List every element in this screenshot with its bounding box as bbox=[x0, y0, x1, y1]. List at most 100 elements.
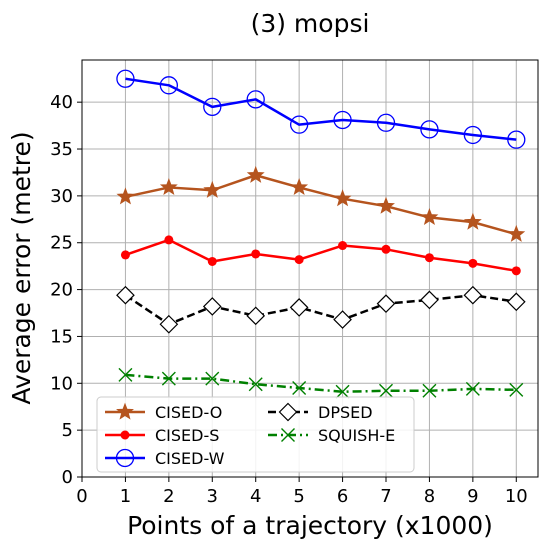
legend-item-cised-s: CISED-S bbox=[105, 426, 219, 445]
data-point-squish-e bbox=[422, 383, 437, 398]
data-point-dpsed bbox=[420, 290, 439, 310]
data-point-dpsed bbox=[116, 285, 135, 305]
x-tick-label: 2 bbox=[163, 486, 174, 507]
data-point-squish-e bbox=[161, 371, 176, 386]
data-point-squish-e bbox=[248, 377, 263, 392]
legend-marker-dpsed bbox=[278, 402, 298, 422]
y-tick-label: 20 bbox=[50, 280, 73, 301]
data-point-squish-e bbox=[205, 371, 220, 386]
x-tick-label: 1 bbox=[120, 486, 131, 507]
x-tick-label: 7 bbox=[380, 486, 391, 507]
x-tick-label: 5 bbox=[293, 486, 304, 507]
x-tick-label: 10 bbox=[505, 486, 528, 507]
series-cised-s bbox=[120, 235, 521, 276]
legend-label-squish-e: SQUISH-E bbox=[318, 426, 395, 445]
legend-marker-cised-o bbox=[116, 402, 134, 420]
legend-item-cised-o: CISED-O bbox=[105, 402, 222, 422]
data-point-cised-o bbox=[203, 180, 222, 198]
y-tick-label: 10 bbox=[50, 373, 73, 394]
x-axis-title: Points of a trajectory (x1000) bbox=[127, 511, 493, 540]
x-tick-label: 6 bbox=[337, 486, 348, 507]
series-line-squish-e bbox=[125, 373, 517, 393]
y-tick-label: 0 bbox=[62, 467, 73, 488]
plot-frame bbox=[81, 59, 539, 478]
data-point-cised-s bbox=[381, 244, 391, 254]
x-tick-label: 4 bbox=[250, 486, 261, 507]
y-tick-label: 5 bbox=[62, 420, 73, 441]
y-tick-label: 35 bbox=[50, 139, 73, 160]
data-point-dpsed bbox=[506, 292, 526, 312]
data-point-dpsed bbox=[289, 298, 309, 317]
data-point-dpsed bbox=[202, 297, 222, 316]
data-point-dpsed bbox=[246, 306, 266, 326]
legend-label-cised-s: CISED-S bbox=[155, 426, 219, 445]
data-point-cised-o bbox=[246, 165, 265, 183]
chart-title: (3) mopsi bbox=[251, 9, 370, 38]
data-point-cised-s bbox=[207, 256, 217, 266]
data-point-cised-s bbox=[294, 255, 304, 265]
data-point-squish-e bbox=[379, 383, 393, 398]
series-line-cised-w bbox=[125, 77, 517, 141]
data-point-squish-e bbox=[465, 381, 480, 396]
data-point-cised-o bbox=[377, 196, 395, 214]
data-point-cised-w bbox=[159, 76, 179, 95]
ticks: 0 1 2 3 4 5 6 7 8 9 10 0 5 10 15 20 25 30 35 40 bbox=[50, 92, 528, 507]
x-tick-label: 9 bbox=[467, 486, 478, 507]
data-point-cised-o bbox=[116, 187, 135, 205]
data-point-cised-w bbox=[376, 113, 396, 132]
data-point-dpsed bbox=[463, 285, 483, 305]
data-point-cised-o bbox=[463, 212, 482, 230]
y-tick-label: 40 bbox=[50, 92, 73, 113]
y-axis-title: Average error (metre) bbox=[7, 131, 36, 404]
legend-item-squish-e: SQUISH-E bbox=[268, 426, 395, 445]
legend-box bbox=[96, 396, 415, 473]
series-line-dpsed bbox=[124, 293, 517, 326]
data-point-cised-s bbox=[120, 250, 130, 260]
y-tick-label: 15 bbox=[50, 326, 73, 347]
data-point-squish-e bbox=[509, 382, 524, 397]
legend-label-cised-o: CISED-O bbox=[155, 403, 222, 422]
data-point-cised-s bbox=[468, 258, 478, 268]
legend-item-dpsed: DPSED bbox=[268, 402, 373, 422]
data-point-squish-e bbox=[335, 384, 350, 399]
x-tick-label: 0 bbox=[76, 486, 87, 507]
legend-marker-cised-w bbox=[115, 448, 135, 468]
data-point-dpsed bbox=[376, 294, 396, 313]
series-dpsed bbox=[116, 285, 526, 334]
legend-item-cised-w: CISED-W bbox=[105, 448, 225, 468]
data-point-cised-w bbox=[333, 110, 352, 130]
data-point-cised-s bbox=[424, 253, 434, 263]
series-layer bbox=[116, 69, 526, 399]
data-point-squish-e bbox=[118, 367, 133, 382]
data-point-cised-w bbox=[116, 69, 135, 88]
data-point-cised-o bbox=[159, 178, 178, 196]
data-point-cised-o bbox=[507, 224, 526, 242]
data-point-cised-w bbox=[507, 130, 526, 149]
data-point-squish-e bbox=[292, 380, 307, 395]
data-point-cised-o bbox=[290, 178, 309, 196]
data-point-cised-w bbox=[246, 90, 265, 109]
legend: CISED-O CISED-S CISED-W DPSED SQUISH-E bbox=[96, 396, 415, 473]
data-point-cised-s bbox=[251, 249, 261, 259]
data-point-dpsed bbox=[159, 314, 179, 334]
data-point-cised-w bbox=[289, 115, 309, 134]
x-tick-label: 8 bbox=[424, 486, 435, 507]
data-point-cised-w bbox=[420, 120, 439, 139]
y-tick-label: 25 bbox=[50, 233, 73, 254]
legend-label-cised-w: CISED-W bbox=[155, 449, 225, 468]
data-point-cised-s bbox=[511, 266, 521, 276]
data-point-cised-o bbox=[420, 208, 439, 226]
legend-marker-squish-e bbox=[281, 428, 295, 442]
legend-label-dpsed: DPSED bbox=[318, 403, 373, 422]
data-point-cised-s bbox=[164, 235, 174, 245]
data-point-cised-o bbox=[333, 189, 352, 207]
series-squish-e bbox=[118, 367, 524, 399]
y-tick-label: 30 bbox=[50, 186, 73, 207]
series-cised-o bbox=[116, 165, 526, 242]
data-point-cised-w bbox=[203, 97, 222, 117]
series-cised-w bbox=[116, 69, 526, 149]
data-point-cised-s bbox=[338, 241, 348, 251]
x-tick-label: 3 bbox=[207, 486, 218, 507]
data-point-dpsed bbox=[333, 310, 352, 329]
